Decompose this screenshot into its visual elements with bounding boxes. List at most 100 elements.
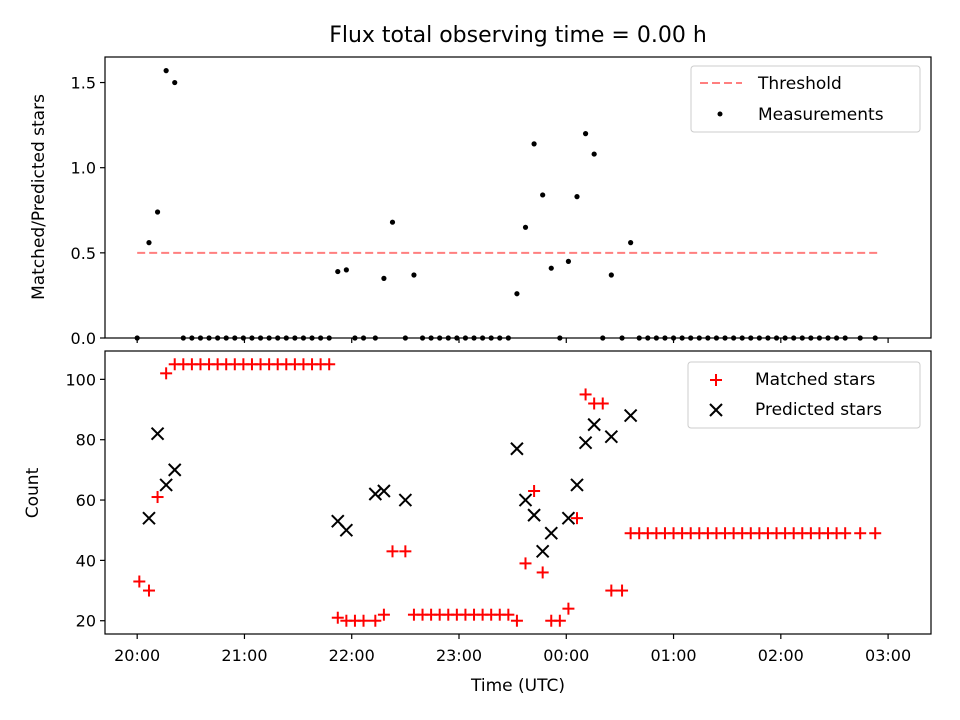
measurement-point [257,335,264,341]
measurement-point [318,335,324,341]
measurement-point [389,219,396,225]
count-legend-box [687,361,921,429]
ratio-panel: 0.0 0.5 1.0 1.5 Matched/Predicted stars Thr… [29,56,932,348]
predicted-star-point [368,487,383,501]
predicted-star-point [623,408,638,423]
measurement-point [608,272,614,278]
count-plot-frame [104,350,932,635]
measurement-point [531,141,537,147]
count-y-tick-label: 80 [76,431,96,450]
measurement-point [381,275,387,281]
predicted-stars-points [142,408,638,559]
measurement-point [352,335,358,341]
ratio-legend: Threshold Measurements [690,65,921,133]
measurement-point [300,335,307,341]
predicted-star-point [377,484,391,498]
measurement-point [488,335,494,341]
ratio-legend-box [690,65,921,133]
measurement-point [514,291,520,297]
time-x-axis-label: Time (UTC) [470,676,565,696]
matched-star-point [596,397,609,410]
measurement-point [791,335,797,341]
count-y-tick-label: 40 [76,551,96,570]
ratio-y-tick-label: 1.0 [71,159,96,178]
predicted-star-point [570,478,584,492]
count-y-tick-label: 100 [65,370,96,389]
matched-star-point [519,557,532,570]
measurement-point [591,151,597,157]
matched-star-point [331,611,344,624]
count-y-tick-label: 60 [76,491,96,510]
matched-star-point [133,575,146,588]
measurement-point [662,335,668,341]
measurement-point [372,335,378,341]
measurement-point [275,335,281,341]
matched-star-point [151,491,164,504]
predicted-star-point [510,442,524,456]
measurement-point [360,335,367,341]
matched-star-point [869,527,882,540]
matched-star-point [323,358,336,371]
matched-star-point [579,388,592,401]
measurement-point [645,335,651,341]
ratio-y-axis-label: Matched/Predicted stars [29,94,49,300]
measurement-point [232,335,238,341]
measurement-point [480,335,486,341]
measurement-point [249,335,255,341]
predicted-star-point [527,508,541,522]
predicted-star-point [150,426,165,441]
time-x-tick-label: 20:00 [114,646,160,665]
matched-stars-points [133,358,882,627]
measurement-point [462,335,469,341]
measurement-point [505,335,511,341]
predicted-star-point [535,544,550,559]
ratio-y-tick-label: 0.0 [71,329,96,348]
measurement-point [773,335,780,341]
measurement-point [628,240,634,246]
measurement-point [565,258,572,264]
measurement-point [471,335,477,341]
measurement-point [134,335,140,341]
measurement-point [808,335,814,341]
measurement-point [748,335,754,341]
predicted-star-point [518,493,533,507]
time-x-tick-label: 22:00 [329,646,375,665]
matched-star-point [854,527,867,540]
matched-star-point [369,614,382,627]
measurement-point [670,335,677,341]
measurement-point [266,335,272,341]
measurement-point [756,335,762,341]
measurement-point [197,335,204,341]
measurement-point [782,335,788,341]
time-x-tick-label: 23:00 [436,646,482,665]
predicted-star-point [142,511,156,525]
measurement-point [857,335,863,341]
predicted-legend-swatch [709,403,723,417]
measurement-point [154,209,161,215]
ratio-y-ticks: 0.0 0.5 1.0 1.5 [71,74,105,348]
ratio-y-tick-label: 1.5 [71,74,96,93]
predicted-star-point [561,511,576,525]
measurement-point [411,272,417,278]
count-legend: Matched stars Predicted stars [687,361,921,429]
matched-star-point [536,566,549,579]
predicted-star-point [168,463,182,477]
matched-star-point [562,602,575,615]
measurement-point [215,335,221,341]
measurement-point [428,335,434,341]
measurement-point [679,335,685,341]
measurement-point [842,335,848,341]
measurement-point [816,335,823,341]
measurement-point [739,335,745,341]
measurement-point [343,267,349,273]
ratio-plot-frame [104,56,932,339]
measurement-point [223,335,229,341]
measurement-point [146,240,152,246]
measurement-points [134,68,878,341]
measurement-point [437,335,443,341]
time-x-tick-label: 00:00 [543,646,589,665]
measurement-point [189,335,195,341]
measurement-point [240,335,246,341]
measurement-point [292,335,298,341]
